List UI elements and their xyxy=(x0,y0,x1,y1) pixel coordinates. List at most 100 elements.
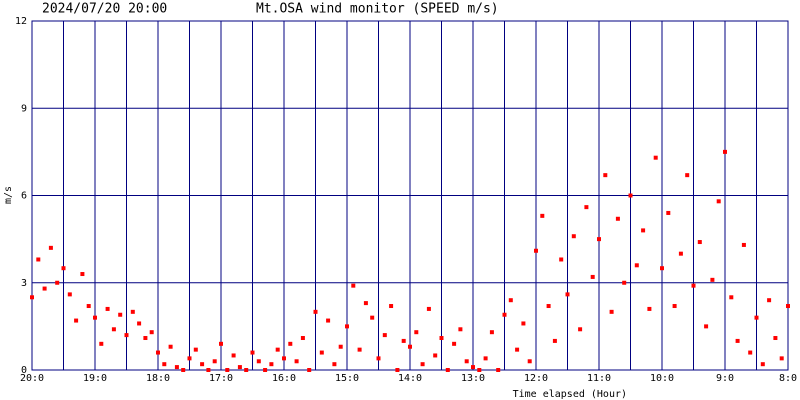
data-point xyxy=(80,272,85,277)
data-point xyxy=(111,327,116,332)
data-point xyxy=(748,350,753,355)
data-point xyxy=(420,362,425,367)
data-point xyxy=(590,274,595,279)
data-point xyxy=(162,362,167,367)
data-point xyxy=(622,280,627,285)
data-point xyxy=(660,266,664,271)
data-point xyxy=(36,257,41,262)
y-axis-label: m/s xyxy=(3,186,14,204)
data-point xyxy=(704,324,709,329)
data-point xyxy=(609,309,614,314)
data-point xyxy=(30,295,34,300)
x-tick-label: 15:0 xyxy=(335,373,359,384)
data-point xyxy=(628,193,633,198)
data-point xyxy=(307,368,312,372)
data-point xyxy=(326,318,331,323)
data-point xyxy=(483,356,488,361)
data-point xyxy=(168,344,173,349)
data-point xyxy=(496,368,501,372)
data-point xyxy=(426,306,431,311)
x-tick-label: 19:0 xyxy=(83,373,107,384)
data-point xyxy=(515,347,520,352)
data-point xyxy=(754,315,759,320)
data-point xyxy=(527,359,532,364)
data-point xyxy=(578,327,583,332)
data-point xyxy=(93,315,97,320)
data-point xyxy=(678,251,683,256)
data-point xyxy=(187,356,192,361)
data-point xyxy=(691,283,696,288)
x-tick-label: 20:0 xyxy=(20,373,44,384)
data-point xyxy=(269,362,274,367)
data-point xyxy=(565,292,570,297)
data-point xyxy=(521,321,526,326)
data-point xyxy=(401,338,406,343)
data-point xyxy=(773,336,778,341)
x-tick-label: 13:0 xyxy=(461,373,485,384)
data-point xyxy=(414,330,419,335)
data-point xyxy=(382,333,387,338)
data-point xyxy=(244,368,249,372)
data-point xyxy=(156,350,160,355)
data-point xyxy=(200,362,205,367)
data-point xyxy=(105,306,110,311)
data-point xyxy=(584,205,589,210)
x-tick-label: 9:0 xyxy=(716,373,734,384)
data-point xyxy=(741,242,746,247)
data-point xyxy=(767,298,772,303)
data-point xyxy=(250,350,255,355)
data-point xyxy=(256,359,261,364)
data-point xyxy=(332,362,337,367)
data-point xyxy=(149,330,154,335)
data-point xyxy=(641,228,646,233)
data-point xyxy=(710,277,715,282)
data-point xyxy=(99,341,104,346)
data-point xyxy=(697,240,702,245)
data-point xyxy=(634,263,639,268)
x-tick-label: 11:0 xyxy=(587,373,611,384)
x-tick-label: 18:0 xyxy=(146,373,170,384)
y-tick-label: 12 xyxy=(15,16,27,27)
chart-title: Mt.OSA wind monitor (SPEED m/s) xyxy=(256,2,499,17)
data-point xyxy=(181,368,186,372)
y-tick-label: 3 xyxy=(21,278,27,289)
data-point xyxy=(653,155,658,160)
data-point xyxy=(275,347,280,352)
data-point xyxy=(212,359,217,364)
x-tick-label: 16:0 xyxy=(272,373,296,384)
data-point xyxy=(313,309,318,314)
data-point xyxy=(477,368,482,372)
data-point xyxy=(408,344,412,349)
data-point xyxy=(489,330,494,335)
y-tick-label: 6 xyxy=(21,191,27,202)
data-point xyxy=(445,368,450,372)
data-point xyxy=(118,312,123,317)
data-point xyxy=(452,341,457,346)
data-point xyxy=(86,304,91,309)
plot-border xyxy=(31,20,789,371)
data-point xyxy=(225,368,230,372)
date-label: 2024/07/20 20:00 xyxy=(42,2,167,17)
data-point xyxy=(376,356,381,361)
data-point xyxy=(363,301,368,306)
data-point xyxy=(534,248,538,253)
data-point xyxy=(319,350,324,355)
data-point xyxy=(571,234,576,239)
data-point xyxy=(552,338,557,343)
data-point xyxy=(300,336,305,341)
data-point xyxy=(282,356,286,361)
data-point xyxy=(67,292,72,297)
data-point xyxy=(471,365,475,370)
x-axis-label: Time elapsed (Hour) xyxy=(513,389,627,400)
x-tick-label: 8:0 xyxy=(779,373,797,384)
data-point xyxy=(779,356,784,361)
data-point xyxy=(760,362,765,367)
data-point xyxy=(193,347,198,352)
x-tick-label: 17:0 xyxy=(209,373,233,384)
data-point xyxy=(666,210,671,215)
data-point xyxy=(685,173,690,178)
data-point xyxy=(597,237,601,242)
data-point xyxy=(174,365,179,370)
data-point xyxy=(559,257,564,262)
